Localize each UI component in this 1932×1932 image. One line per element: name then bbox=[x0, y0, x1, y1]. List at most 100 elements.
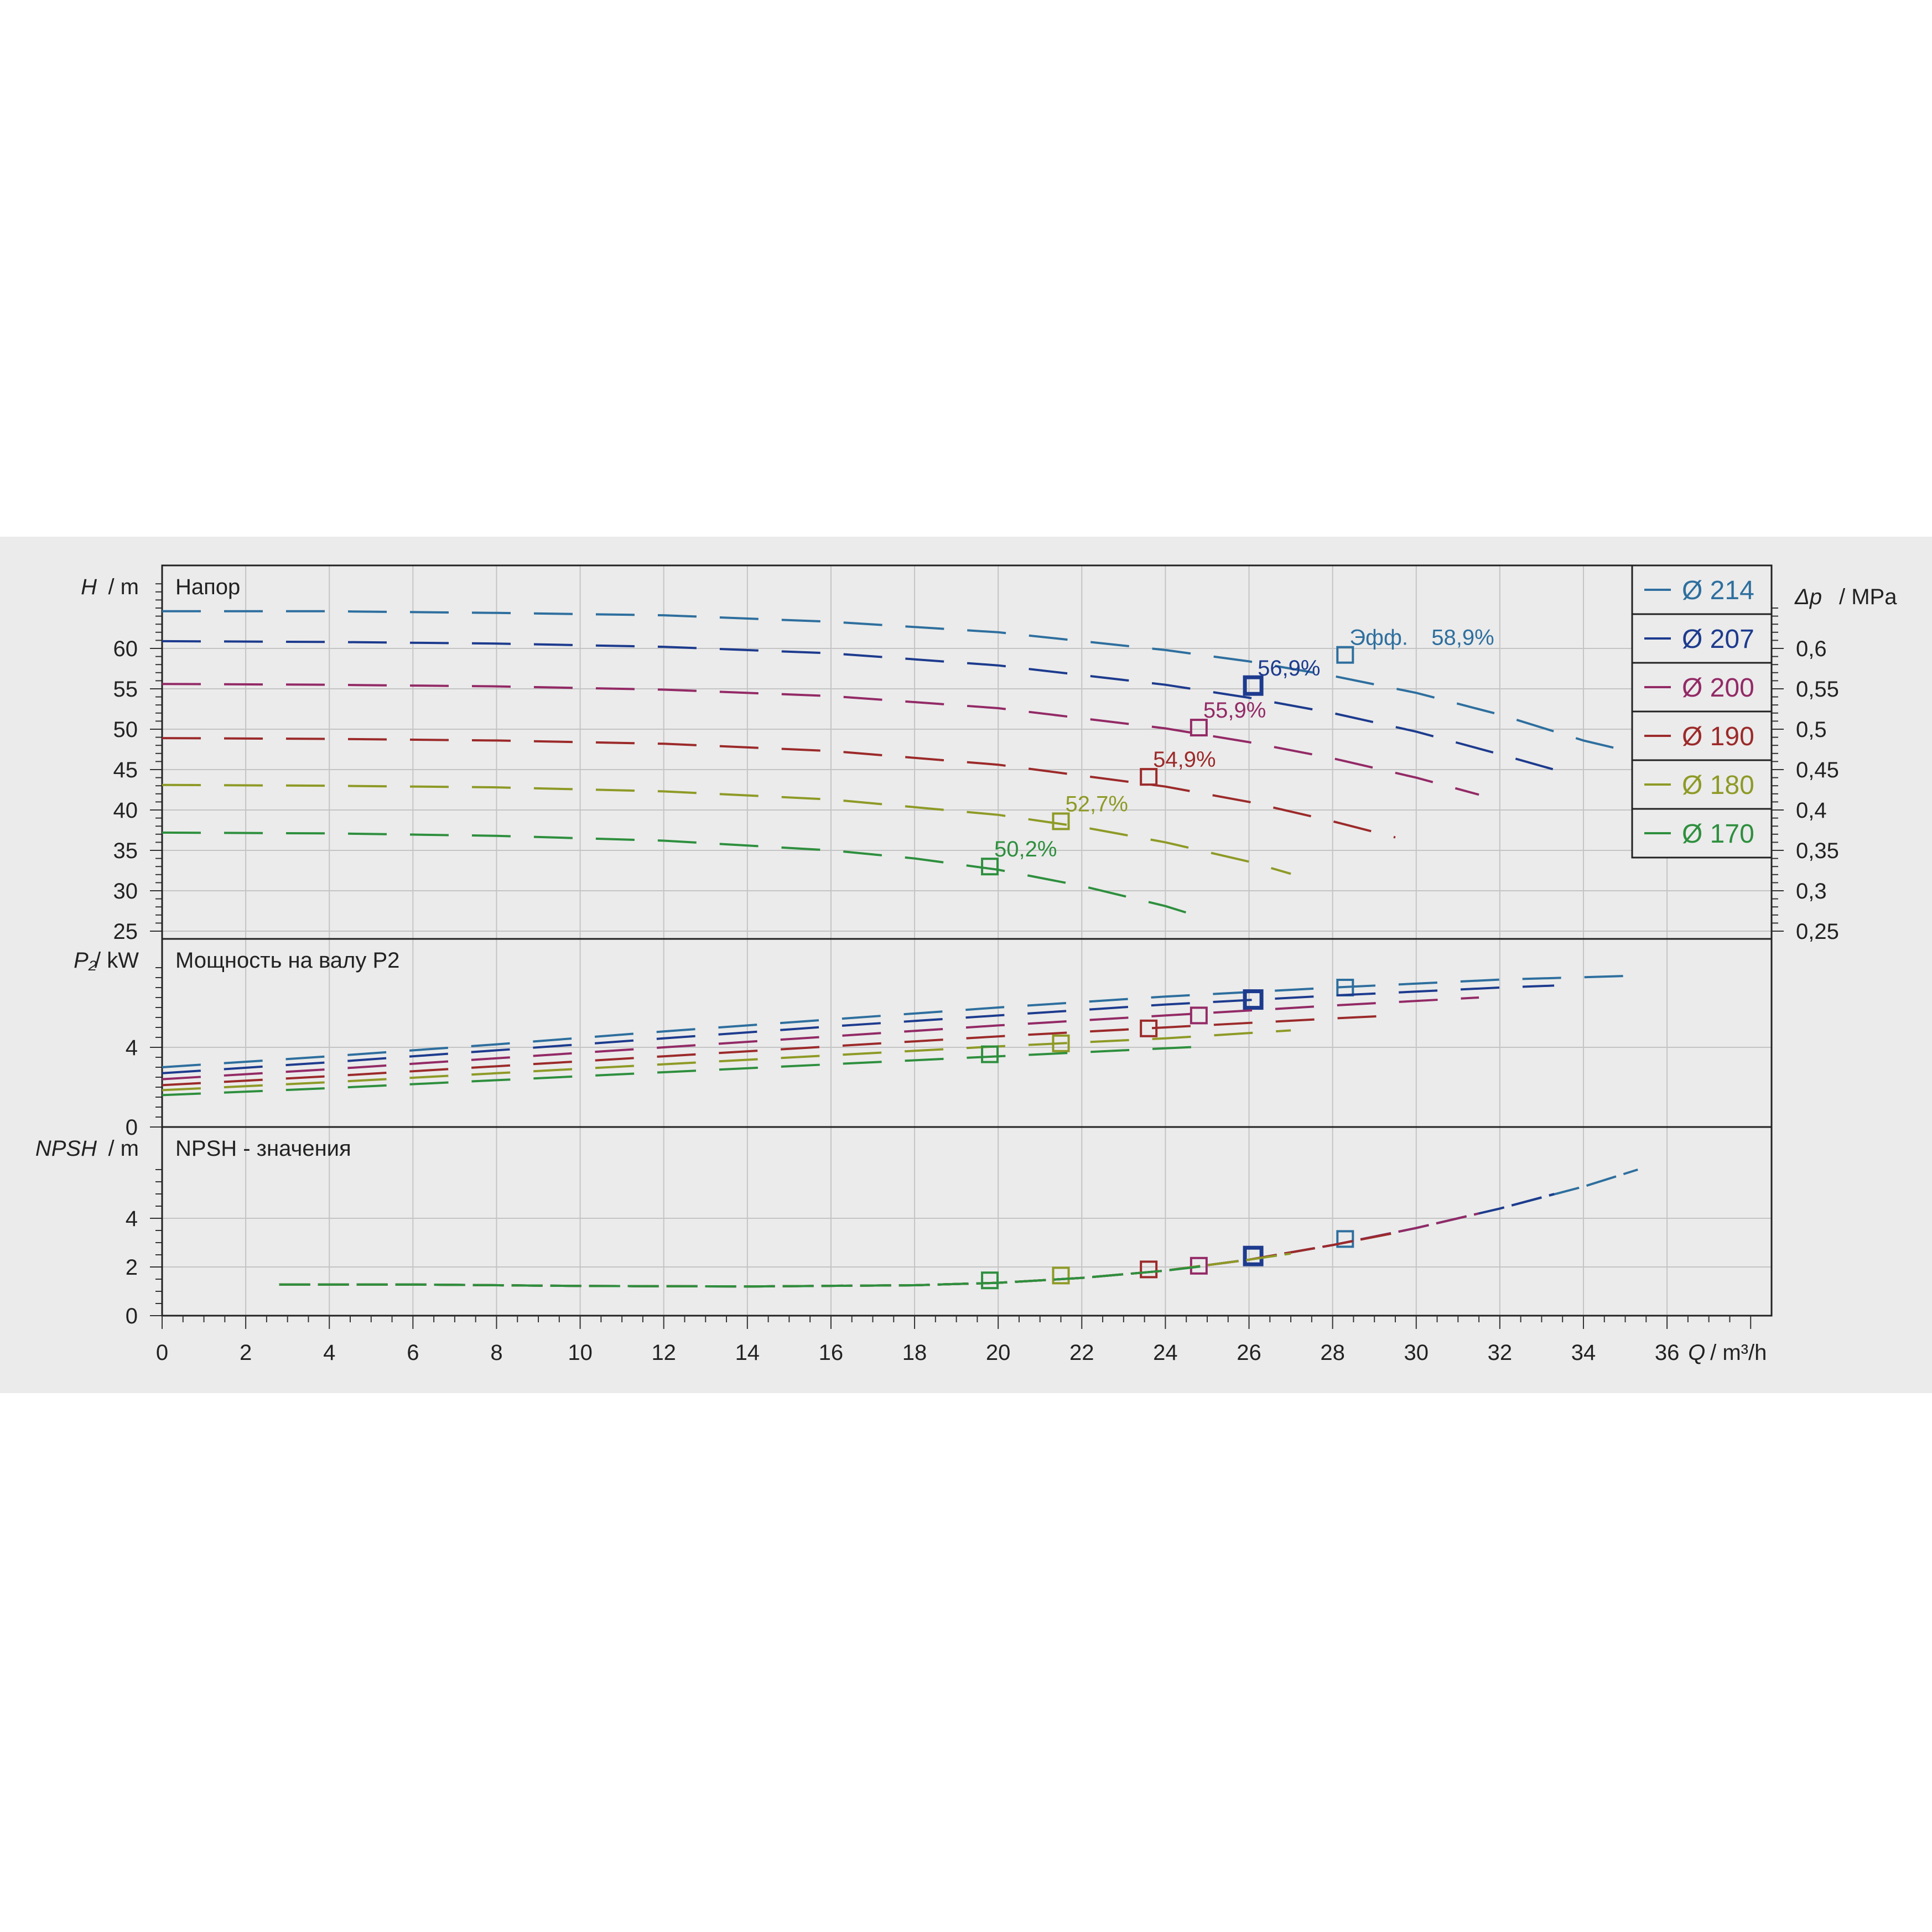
x-tick-label: 22 bbox=[1069, 1341, 1094, 1365]
y-tick-label: 25 bbox=[113, 920, 138, 944]
y-axis-variable: P₂ bbox=[74, 948, 97, 973]
efficiency-label: 54,9% bbox=[1153, 747, 1216, 772]
x-tick-label: 8 bbox=[490, 1341, 502, 1365]
y-tick-label: 30 bbox=[113, 879, 138, 903]
right-tick-label: 0,3 bbox=[1796, 879, 1827, 903]
x-tick-label: 32 bbox=[1488, 1341, 1513, 1365]
efficiency-label: 55,9% bbox=[1203, 698, 1266, 723]
x-tick-label: 0 bbox=[156, 1341, 168, 1365]
x-tick-label: 4 bbox=[323, 1341, 335, 1365]
y-tick-label: 50 bbox=[113, 718, 138, 742]
legend-label: Ø 214 bbox=[1682, 576, 1754, 605]
panel-title: Напор bbox=[175, 575, 240, 599]
bep-marker bbox=[1140, 1019, 1158, 1037]
x-tick-label: 34 bbox=[1571, 1341, 1596, 1365]
chart-background: 25 30 35 40 45 50 55 60 H / m Напор 0 4 P₂ / kW Мощност… bbox=[0, 537, 1932, 1393]
x-tick-label: 6 bbox=[407, 1341, 419, 1365]
x-tick-label: 24 bbox=[1153, 1341, 1178, 1365]
bep-marker bbox=[1336, 1230, 1354, 1248]
curve-head-170 bbox=[162, 831, 1208, 921]
x-tick-label: 20 bbox=[986, 1341, 1011, 1365]
y-tick-label: 4 bbox=[126, 1207, 138, 1231]
bep-marker bbox=[1336, 646, 1354, 664]
curve-power-180 bbox=[162, 1029, 1291, 1092]
y-tick-label: 45 bbox=[113, 758, 138, 782]
efficiency-label: 56,9% bbox=[1258, 656, 1320, 681]
x-tick-label: 10 bbox=[568, 1341, 593, 1365]
right-axis-unit: / MPa bbox=[1839, 585, 1897, 609]
y-tick-label: 35 bbox=[113, 839, 138, 863]
y-axis-unit: / m bbox=[108, 575, 139, 599]
bep-marker bbox=[1052, 812, 1070, 830]
y-axis-variable: NPSH bbox=[35, 1136, 97, 1161]
legend-label: Ø 200 bbox=[1682, 673, 1754, 703]
curve-power-170 bbox=[162, 1045, 1208, 1097]
x-axis-variable: Q bbox=[1688, 1341, 1705, 1365]
plot-area bbox=[162, 565, 1772, 1316]
bep-marker bbox=[1052, 1266, 1070, 1285]
bep-marker bbox=[981, 1045, 999, 1063]
right-tick-label: 0,6 bbox=[1796, 637, 1827, 661]
curve-power-190 bbox=[162, 1014, 1396, 1087]
x-axis-unit: / m³/h bbox=[1710, 1341, 1767, 1365]
right-tick-label: 0,4 bbox=[1796, 798, 1827, 823]
x-tick-label: 30 bbox=[1404, 1341, 1429, 1365]
legend-label: Ø 207 bbox=[1682, 625, 1754, 654]
panel-title: NPSH - значения bbox=[175, 1136, 351, 1161]
bep-marker bbox=[1140, 1260, 1158, 1279]
y-axis-unit: / kW bbox=[95, 948, 139, 973]
bep-marker bbox=[1052, 1034, 1070, 1052]
bep-marker bbox=[1190, 719, 1208, 737]
curve-head-200 bbox=[162, 683, 1479, 796]
bep-marker bbox=[1140, 768, 1158, 786]
y-axis-variable: H bbox=[81, 575, 97, 599]
x-tick-label: 14 bbox=[735, 1341, 760, 1365]
x-tick-label: 2 bbox=[240, 1341, 252, 1365]
y-tick-label: 40 bbox=[113, 798, 138, 823]
y-axis-unit: / m bbox=[108, 1136, 139, 1161]
curve-power-207 bbox=[162, 984, 1555, 1074]
x-tick-label: 18 bbox=[902, 1341, 927, 1365]
right-tick-label: 0,25 bbox=[1796, 920, 1839, 944]
y-tick-label: 4 bbox=[126, 1036, 138, 1060]
y-tick-label: 55 bbox=[113, 677, 138, 702]
y-tick-label: 0 bbox=[126, 1304, 138, 1328]
plot-frame bbox=[161, 564, 1773, 1317]
curve-power-200 bbox=[162, 996, 1479, 1081]
curve-head-207 bbox=[162, 640, 1555, 771]
bep-marker bbox=[981, 858, 999, 876]
x-tick-label: 12 bbox=[651, 1341, 676, 1365]
efficiency-label: 58,9% bbox=[1431, 626, 1494, 650]
efficiency-label: 52,7% bbox=[1066, 792, 1128, 816]
bep-marker bbox=[1243, 1245, 1264, 1266]
legend-label: Ø 170 bbox=[1682, 819, 1754, 849]
curve-npsh-170 bbox=[279, 1264, 1208, 1288]
x-tick-label: 36 bbox=[1655, 1341, 1680, 1365]
panel-title: Мощность на валу P2 bbox=[175, 948, 399, 973]
y-tick-label: 2 bbox=[126, 1255, 138, 1280]
right-tick-label: 0,45 bbox=[1796, 758, 1839, 782]
right-tick-label: 0,5 bbox=[1796, 718, 1827, 742]
bep-marker bbox=[1243, 989, 1264, 1010]
y-tick-label: 0 bbox=[126, 1115, 138, 1140]
bep-marker bbox=[1190, 1256, 1208, 1275]
curve-head-214 bbox=[162, 610, 1638, 755]
x-tick-label: 16 bbox=[819, 1341, 844, 1365]
x-tick-label: 28 bbox=[1320, 1341, 1345, 1365]
legend-label: Ø 180 bbox=[1682, 771, 1754, 800]
right-tick-label: 0,55 bbox=[1796, 677, 1839, 702]
efficiency-prefix: Эфф. bbox=[1349, 626, 1408, 650]
bep-marker bbox=[1190, 1006, 1208, 1025]
bep-marker bbox=[981, 1271, 999, 1290]
legend-label: Ø 190 bbox=[1682, 722, 1754, 751]
right-axis-variable: Δp bbox=[1794, 585, 1822, 609]
efficiency-label: 50,2% bbox=[994, 837, 1057, 861]
y-tick-label: 60 bbox=[113, 637, 138, 661]
bep-marker bbox=[1243, 675, 1264, 696]
curve-power-214 bbox=[162, 974, 1638, 1068]
right-tick-label: 0,35 bbox=[1796, 839, 1839, 863]
curve-head-180 bbox=[162, 783, 1291, 875]
x-tick-label: 26 bbox=[1237, 1341, 1261, 1365]
curve-head-190 bbox=[162, 737, 1396, 839]
